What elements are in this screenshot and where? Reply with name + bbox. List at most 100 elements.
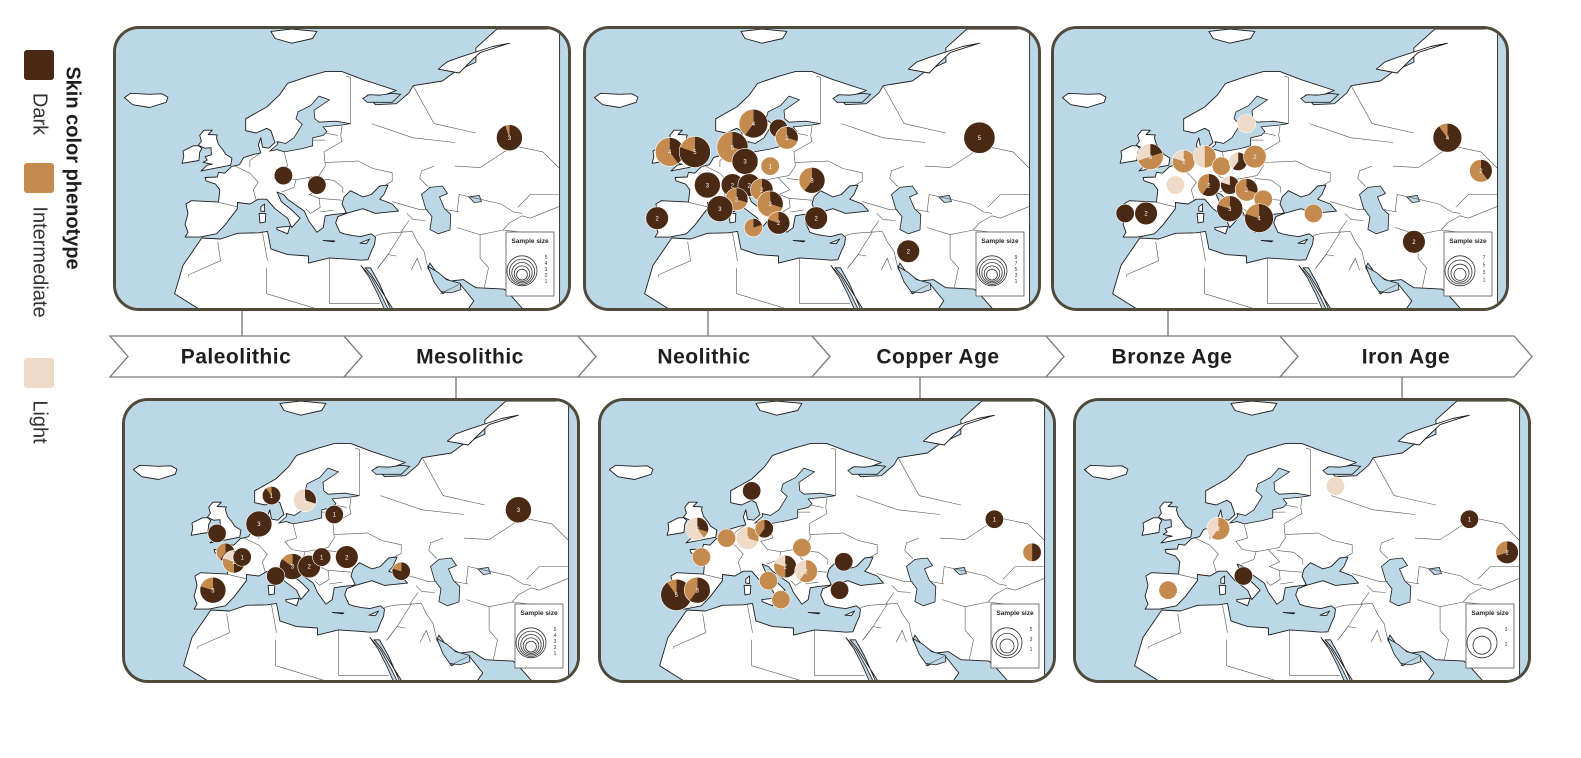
landmass bbox=[666, 517, 688, 536]
sample-size-tick: 1 bbox=[1483, 278, 1486, 284]
country-border bbox=[1462, 578, 1520, 603]
pie-count-label: 2 bbox=[783, 565, 787, 571]
country-border bbox=[316, 178, 344, 193]
pie-count-label: 3 bbox=[508, 136, 512, 142]
timeline-label-copper-age: Copper Age bbox=[876, 346, 999, 369]
inland-sea bbox=[891, 185, 922, 235]
sample-pies: 1 2 2 2 2 5 3 bbox=[660, 481, 1042, 611]
sample-pie bbox=[743, 218, 763, 238]
landmass bbox=[267, 584, 276, 596]
pie-count-label: 2 bbox=[232, 560, 236, 566]
country-border bbox=[732, 232, 738, 261]
sample-size-tick: 1 bbox=[554, 651, 557, 657]
sample-size-ring bbox=[978, 258, 1005, 285]
sample-pies: 4 2 2 3 2 2 2 2 3 4 2 bbox=[1115, 114, 1493, 254]
country-border bbox=[987, 578, 1045, 603]
pie-count-label: 3 bbox=[257, 522, 261, 528]
country-border bbox=[421, 457, 485, 506]
country-border bbox=[1267, 257, 1318, 304]
sample-size-box bbox=[505, 231, 555, 297]
map-paleolithic: 3 Sample size 5 4 3 2 1 bbox=[113, 26, 571, 311]
sample-pie: 1 bbox=[324, 504, 344, 524]
country-border bbox=[1280, 581, 1294, 585]
country-border bbox=[658, 241, 691, 277]
country-border bbox=[1378, 284, 1398, 295]
sample-size-tick: 5 bbox=[1015, 267, 1018, 273]
sample-size-tick: 3 bbox=[545, 267, 548, 273]
pie-slice-dark bbox=[245, 510, 272, 537]
sample-size-tick: 4 bbox=[545, 261, 548, 267]
pie-count-label: 2 bbox=[696, 527, 700, 533]
country-border bbox=[1335, 603, 1373, 608]
pie-outline bbox=[266, 566, 286, 586]
landmass bbox=[1214, 225, 1229, 235]
pie-slice-dark bbox=[753, 218, 763, 228]
pie-outline bbox=[1469, 159, 1493, 183]
sample-size-ring bbox=[991, 627, 1023, 659]
country-border bbox=[1455, 194, 1498, 208]
legend-label-light: Light bbox=[28, 400, 51, 444]
country-border bbox=[856, 495, 941, 515]
sample-size-ring bbox=[511, 262, 533, 284]
pie-slice-light bbox=[223, 550, 234, 562]
pie-outline bbox=[717, 528, 737, 548]
country-border bbox=[790, 209, 804, 213]
pie-count-label: 4 bbox=[1257, 216, 1261, 222]
pie-slice-dark bbox=[1402, 230, 1426, 254]
pie-slice-intermediate bbox=[679, 136, 695, 152]
sample-pie: 5 bbox=[963, 121, 996, 154]
pie-count-label: 2 bbox=[1207, 183, 1211, 189]
pie-outline bbox=[1233, 566, 1253, 586]
inland-sea bbox=[1298, 265, 1327, 308]
inland-sea bbox=[371, 464, 411, 475]
landmass bbox=[1218, 584, 1227, 596]
country-border bbox=[895, 629, 907, 643]
pie-slice-dark bbox=[505, 496, 532, 523]
pie-slice-dark bbox=[1460, 510, 1479, 529]
pie-count-label: 1 bbox=[241, 555, 245, 561]
country-border bbox=[325, 160, 358, 163]
country-border bbox=[217, 201, 238, 208]
inland-sea bbox=[832, 92, 872, 103]
landmass bbox=[1198, 203, 1204, 212]
pie-slice-dark bbox=[963, 122, 996, 154]
pie-count-label: 4 bbox=[668, 150, 672, 156]
landmass bbox=[1208, 29, 1256, 44]
country-border bbox=[488, 630, 498, 660]
landmass bbox=[1260, 239, 1274, 243]
sample-size-tick: 5 bbox=[554, 627, 557, 633]
country-border bbox=[1360, 592, 1370, 605]
country-border bbox=[284, 523, 329, 553]
landmass bbox=[270, 29, 318, 44]
country-border bbox=[1309, 123, 1394, 143]
sample-pie bbox=[742, 481, 762, 501]
pie-slice-dark bbox=[694, 172, 721, 199]
timeline-label-neolithic: Neolithic bbox=[657, 346, 750, 369]
country-border bbox=[1352, 573, 1388, 582]
sample-pie: 3 bbox=[756, 190, 784, 218]
pie-slice-light bbox=[1166, 175, 1185, 195]
inland-sea bbox=[430, 557, 461, 607]
timeline-step-bronze-age bbox=[1044, 335, 1299, 378]
pie-slice-dark bbox=[744, 109, 768, 138]
country-border bbox=[857, 231, 873, 255]
inland-sea bbox=[360, 265, 389, 308]
sample-size-box bbox=[1443, 231, 1493, 297]
sample-size-tick: 2 bbox=[554, 645, 557, 651]
sample-size-tick: 7 bbox=[1483, 255, 1486, 261]
sample-pie bbox=[1165, 175, 1185, 195]
country-border bbox=[1155, 201, 1176, 208]
inland-sea bbox=[1381, 557, 1412, 607]
landmass bbox=[322, 239, 336, 243]
pie-count-label: 3 bbox=[1228, 207, 1232, 213]
sample-size-title: Sample size bbox=[511, 238, 549, 245]
landmass bbox=[331, 611, 345, 615]
country-border bbox=[965, 601, 1008, 607]
country-border bbox=[891, 585, 911, 593]
country-border bbox=[862, 201, 898, 210]
sample-pie: 5 bbox=[678, 136, 711, 168]
country-borders bbox=[1148, 448, 1520, 680]
pie-slice-light bbox=[1228, 152, 1239, 169]
sample-pie: 2 bbox=[1206, 517, 1230, 541]
inland-sea bbox=[362, 92, 402, 103]
